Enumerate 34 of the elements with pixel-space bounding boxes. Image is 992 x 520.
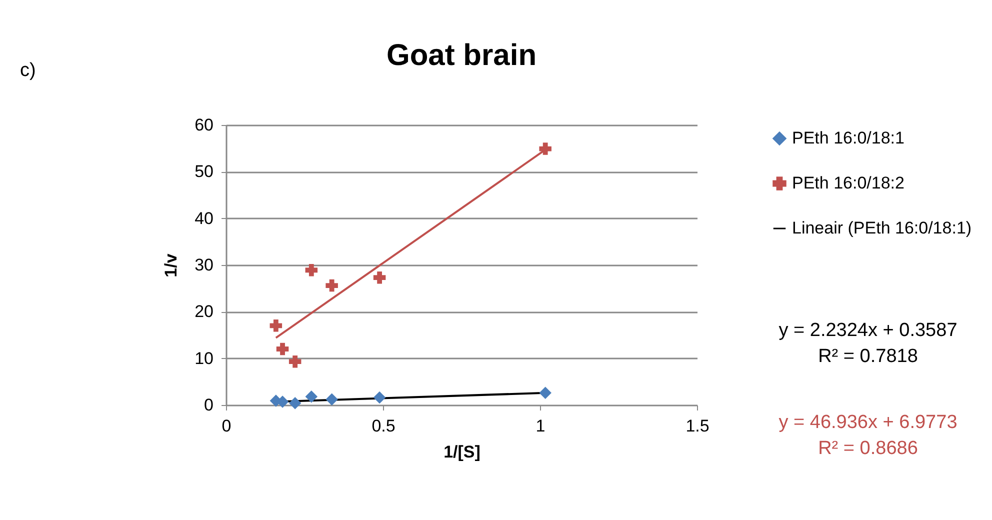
legend-label: PEth 16:0/18:2 [792, 174, 904, 192]
point [326, 393, 338, 406]
legend-label: Lineair (PEth 16:0/18:1) [792, 218, 972, 238]
point [539, 142, 552, 155]
text: R² = 0.7818 [818, 346, 918, 368]
y-tick-label: 50 [194, 162, 214, 182]
point [539, 386, 552, 399]
y-axis-title: 1/v [162, 253, 181, 278]
point [270, 320, 282, 332]
x-tick-label: 0 [222, 416, 232, 436]
text: y = 2.2324x + 0.3587 [778, 320, 958, 342]
point [288, 397, 302, 410]
point [305, 390, 318, 403]
x-axis-title: 1/[S] [444, 442, 480, 462]
point [276, 342, 289, 356]
text: y = 46.936x + 6.9773 [778, 412, 958, 434]
x-tick-label: 1.5 [686, 416, 710, 436]
y-tick-label: 60 [194, 116, 214, 134]
y-tick-label: 30 [194, 256, 214, 274]
point [373, 271, 386, 284]
y-tick-label: 40 [194, 208, 214, 228]
point [288, 355, 302, 368]
y-tick-label: 0 [204, 396, 214, 414]
point [305, 264, 318, 276]
point [326, 279, 338, 292]
y-tick-label: 20 [194, 302, 214, 322]
legend-label: PEth 16:0/18:1 [792, 128, 904, 148]
text: R² = 0.8686 [818, 438, 918, 460]
x-tick-label: 0.5 [372, 416, 396, 436]
y-tick-label: 10 [194, 348, 214, 368]
chart-title: Goat brain [386, 39, 537, 72]
point [373, 391, 386, 404]
text: c) [20, 60, 36, 82]
x-tick-label: 1 [536, 416, 546, 436]
